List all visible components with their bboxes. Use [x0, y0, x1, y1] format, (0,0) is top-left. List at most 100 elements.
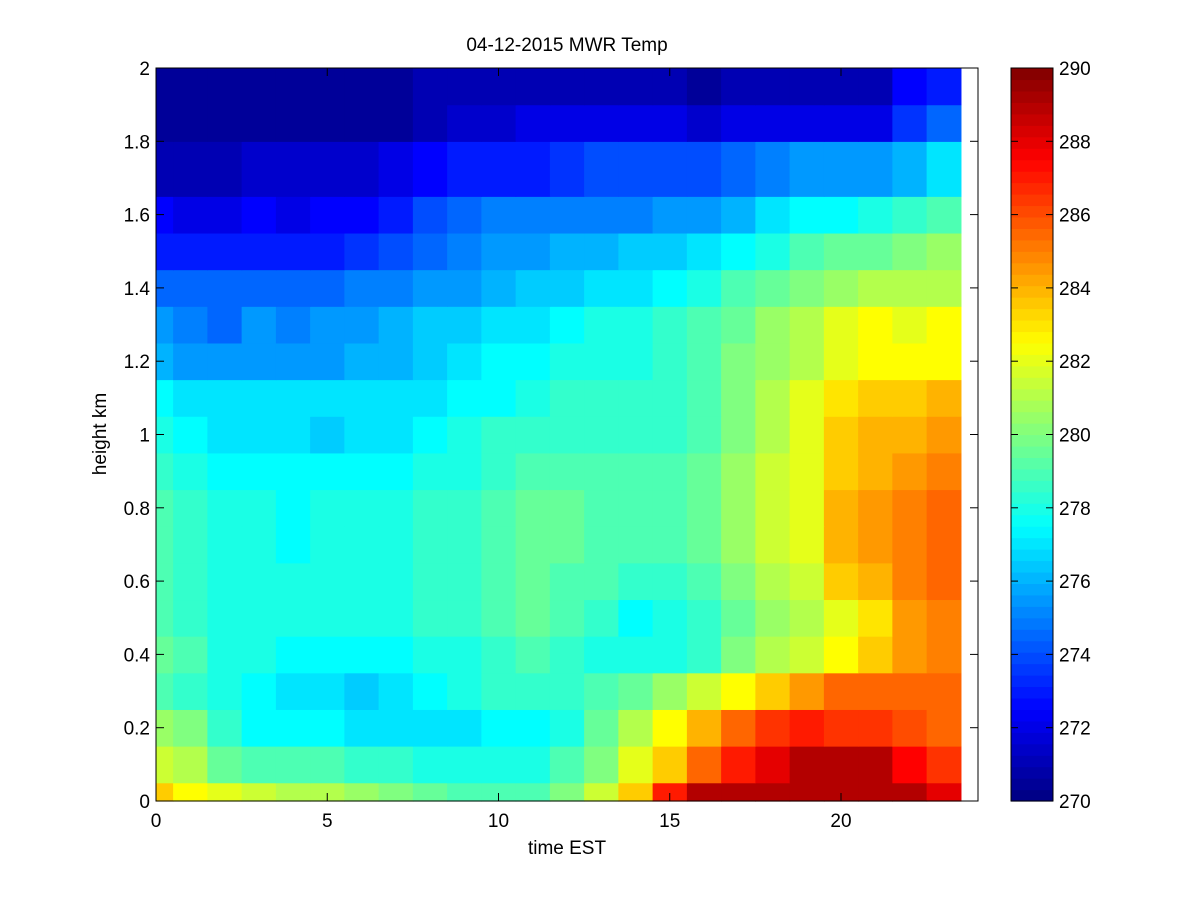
colorbar-step — [1011, 125, 1053, 138]
heatmap-cell — [549, 746, 585, 784]
heatmap-cell — [207, 672, 243, 710]
heatmap-cell — [275, 746, 311, 784]
heatmap-cell — [652, 196, 688, 234]
heatmap-cell — [686, 306, 722, 344]
heatmap-cell — [207, 709, 243, 747]
heatmap-cell — [156, 306, 174, 344]
colorbar-step — [1011, 686, 1053, 699]
heatmap-cell — [789, 526, 825, 564]
heatmap-cell — [378, 416, 414, 454]
heatmap-cell — [275, 306, 311, 344]
heatmap-cell — [207, 379, 243, 417]
heatmap-cell — [447, 141, 482, 197]
heatmap-cell — [241, 416, 277, 454]
heatmap-cell — [156, 196, 174, 234]
heatmap-cell — [926, 104, 962, 142]
heatmap-cell — [412, 452, 448, 491]
heatmap-cell — [618, 104, 654, 142]
heatmap-cell — [412, 562, 448, 601]
y-axis: 0 0.2 0.4 0.6 0.8 1 1.2 1.4 1.6 1.8 2 — [124, 59, 978, 813]
heatmap-cell — [515, 306, 551, 344]
heatmap-cell — [378, 68, 414, 106]
colorbar-step — [1011, 491, 1053, 504]
heatmap-cell — [241, 636, 277, 674]
heatmap-cell — [858, 526, 893, 564]
heatmap-cell — [344, 196, 380, 234]
heatmap-cell — [207, 599, 243, 637]
heatmap-cell — [378, 104, 414, 142]
y-axis-label: height km — [90, 393, 111, 475]
heatmap-cell — [275, 141, 311, 197]
heatmap-cell — [344, 232, 380, 271]
heatmap-cell — [823, 342, 859, 381]
heatmap-cell — [686, 452, 722, 491]
heatmap-cell — [858, 379, 893, 417]
heatmap-cell — [858, 672, 893, 710]
heatmap-cell — [207, 636, 243, 674]
heatmap-cell — [173, 306, 208, 344]
colorbar-step — [1011, 652, 1053, 665]
heatmap-cell — [412, 599, 448, 637]
heatmap-cell — [344, 562, 380, 601]
heatmap-cell — [618, 709, 654, 747]
colorbar-step — [1011, 549, 1053, 562]
heatmap-cell — [241, 709, 277, 747]
colorbar-tick-label: 272 — [1059, 719, 1091, 740]
heatmap-cell — [823, 269, 859, 307]
heatmap-cell — [173, 232, 208, 271]
heatmap-cell — [344, 599, 380, 637]
heatmap-cell — [310, 746, 345, 784]
heatmap-cell — [344, 709, 380, 747]
heatmap-cell — [207, 782, 243, 802]
heatmap-cell — [892, 379, 928, 417]
heatmap-cell — [156, 452, 174, 491]
heatmap-cell — [858, 342, 893, 381]
colorbar-step — [1011, 675, 1053, 688]
x-tick-label: 20 — [830, 811, 851, 832]
heatmap-cell — [447, 562, 482, 601]
heatmap-cell — [755, 672, 791, 710]
heatmap-cell — [515, 782, 551, 802]
heatmap-cell — [481, 342, 517, 381]
heatmap-cell — [241, 232, 277, 271]
heatmap-cell — [481, 196, 517, 234]
heatmap-cell — [447, 68, 482, 106]
heatmap-cell — [755, 141, 791, 197]
heatmap-cell — [275, 489, 311, 527]
heatmap-cell — [652, 452, 688, 491]
y-tick-label: 1.8 — [124, 132, 150, 153]
heatmap-cell — [584, 746, 619, 784]
heatmap-cell — [412, 526, 448, 564]
heatmap-cell — [447, 636, 482, 674]
heatmap-cell — [481, 562, 517, 601]
heatmap-cell — [721, 672, 756, 710]
heatmap-cell — [549, 489, 585, 527]
heatmap-cell — [515, 141, 551, 197]
heatmap-cell — [584, 141, 619, 197]
heatmap-cell — [412, 746, 448, 784]
heatmap-cell — [481, 306, 517, 344]
heatmap-cell — [344, 489, 380, 527]
heatmap-cell — [823, 746, 859, 784]
heatmap-cell — [892, 269, 928, 307]
heatmap-cell — [173, 746, 208, 784]
heatmap-cell — [447, 342, 482, 381]
heatmap-cell — [207, 746, 243, 784]
heatmap-cell — [241, 196, 277, 234]
heatmap-cell — [156, 562, 174, 601]
heatmap-cell — [275, 104, 311, 142]
colorbar-step — [1011, 457, 1053, 470]
colorbar-step — [1011, 537, 1053, 550]
heatmap-cell — [721, 196, 756, 234]
heatmap-cell — [926, 141, 962, 197]
heatmap-cell — [412, 232, 448, 271]
heatmap-cell — [412, 269, 448, 307]
heatmap-cell — [789, 232, 825, 271]
heatmap-cell — [686, 68, 722, 106]
heatmap-cell — [755, 342, 791, 381]
heatmap-cell — [481, 709, 517, 747]
heatmap-cell — [652, 782, 688, 802]
colorbar-step — [1011, 583, 1053, 596]
heatmap-cell — [173, 672, 208, 710]
heatmap-cell — [721, 141, 756, 197]
